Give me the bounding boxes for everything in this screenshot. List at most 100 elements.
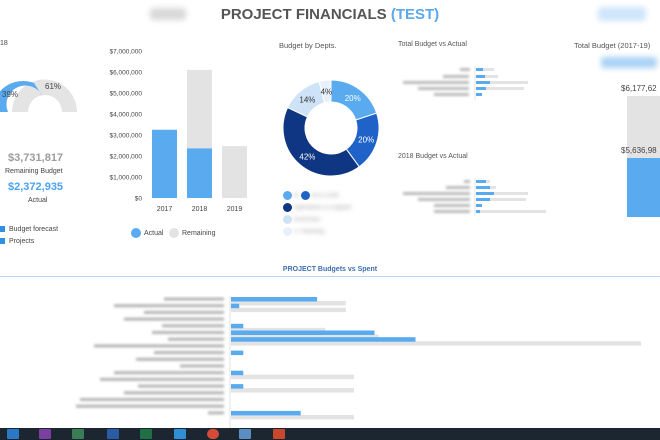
bar-actual [152,129,177,198]
x-tick-label: 2019 [227,206,243,213]
dept-legend: IS BI & CRM Operations & Support eServic… [283,190,351,238]
bar-actual [476,87,486,90]
project-name-blur [80,398,224,401]
project-spent-bar [231,410,301,416]
y-tick-label: $7,000,000 [109,49,142,56]
blurred-row-labels [403,68,470,96]
bar-actual [476,210,480,213]
project-name-blur [124,317,224,321]
dept-legend-dot [283,214,292,224]
ie-icon[interactable] [7,429,19,439]
project-name-blur [162,324,224,328]
legend-dot-actual [131,228,141,238]
blurred-project-names [76,297,224,415]
donut-remaining-pct: 61% [45,82,62,91]
left-panel-year-label: 18 [0,40,8,47]
bar-actual [187,148,212,198]
project-name-blur [94,344,224,348]
excel-icon[interactable] [140,429,152,439]
bar-budget [476,75,498,78]
total-budget-bar-actual [627,158,660,217]
projects-section-title: PROJECT Budgets vs Spent [282,266,378,273]
section-divider [0,276,660,277]
project-budget-bar [231,327,326,333]
project-budget-bar [231,307,346,313]
bar-actual [476,180,486,183]
actual-label: Actual [28,197,48,204]
donut-slice-label: 20% [358,135,374,144]
app-icon-blue[interactable] [174,429,186,439]
x-tick-label: 2017 [157,206,173,213]
donut-slice-label: 4% [321,87,333,96]
org-logo-blurred [150,8,186,20]
projects-bar-chart [76,296,641,428]
project-budget-bar [231,301,346,306]
remaining-budget-label: Remaining Budget [5,168,63,175]
donut-slice-label: 14% [299,95,315,104]
project-name-blur [180,364,224,368]
bar-legend-remaining[interactable]: Remaining [169,228,215,238]
project-budget-bar [231,341,641,346]
project-spent-bar [231,370,244,376]
explorer-icon[interactable] [239,429,251,439]
blurred-row-labels [403,180,470,213]
project-spent-bar [231,337,416,342]
project-spent-bar [231,297,318,302]
y-tick-label: $4,000,000 [109,112,142,119]
powerpoint-icon[interactable] [273,429,285,439]
os-taskbar [0,428,660,440]
dept-donut-chart: 20% 20% 42% 14% 4% [282,79,380,177]
header-button-blurred[interactable] [598,7,646,21]
dept-chart-title: Budget by Depts. [279,41,337,50]
total-vs-actual-chart [403,66,528,100]
project-name-blur [136,357,224,361]
app-icon-green[interactable] [72,429,84,439]
word-icon[interactable] [107,429,119,439]
y-tick-label: $5,000,000 [109,91,142,98]
project-name-blur [208,411,224,415]
dept-legend-dot [283,226,292,236]
project-name-blur [144,310,224,314]
y-tick-label: $2,000,000 [109,154,142,161]
yearly-bar-chart: $0 $1,000,000 $2,000,000 $3,000,000 $4,000,0… [109,49,247,213]
chrome-icon[interactable] [207,429,219,439]
donut-slice-label: 20% [345,94,361,103]
dept-legend-row-1: IS BI & CRM [283,190,351,202]
legend-swatch [0,238,5,245]
total-vs-actual-title: Total Budget vs Actual [398,41,467,48]
onenote-icon[interactable] [39,429,51,439]
bar-actual [476,192,494,195]
legend-swatch [0,226,5,233]
bar-actual [476,68,483,71]
project-name-blur [124,391,224,395]
project-name-blur [114,371,224,375]
bar-budget [476,87,524,90]
x-tick-label: 2018 [192,206,208,213]
dept-legend-blurred-1: IS [293,193,300,199]
bar-legend-actual[interactable]: Actual [131,228,163,238]
dept-legend-row-3: eServices [283,214,351,226]
dept-legend-dot [301,190,311,200]
dept-legend-dot [283,202,292,212]
bar-budget [476,192,528,195]
project-name-blur [164,297,224,301]
project-spent-bar [231,350,244,356]
project-spent-bar [231,323,244,329]
bar-actual [476,81,490,84]
project-spent-bar [231,384,244,389]
bar-remaining [187,69,212,149]
donut-slice-label: 42% [299,153,315,162]
y-tick-label: $0 [135,196,143,203]
project-name-blur [168,337,224,341]
project-name-blur [100,377,224,381]
remaining-budget-value: $3,731,817 [8,152,64,164]
y-tick-label: $6,000,000 [109,70,142,77]
total-budget-top-label: $6,177,62 [621,84,657,93]
bar-actual [476,198,490,201]
bar-actual [476,75,485,78]
total-budget-title: Total Budget (2017-19) [574,41,651,50]
project-name-blur [152,331,224,334]
project-budget-bar [231,388,354,393]
donut-actual-pct: 39% [2,90,19,99]
project-budget-bar [231,414,354,420]
